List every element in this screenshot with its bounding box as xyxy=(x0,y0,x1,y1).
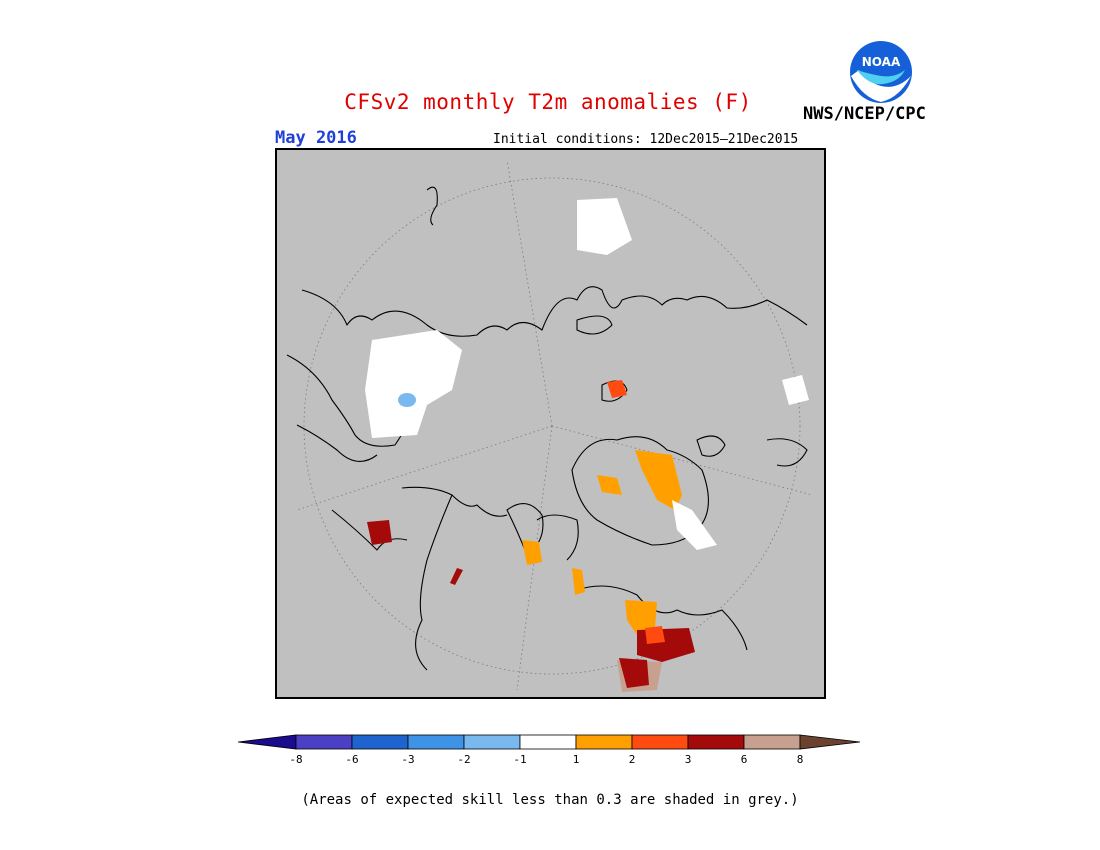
map-title: CFSv2 monthly T2m anomalies (F) xyxy=(344,90,752,114)
colorbar-tick: 8 xyxy=(796,753,804,766)
noaa-logo: NOAA xyxy=(850,41,912,103)
anomaly-canada-orange xyxy=(522,540,657,635)
initial-conditions: Initial conditions: 12Dec2015–21Dec2015 xyxy=(493,132,799,147)
colorbar-tick: -6 xyxy=(345,753,359,766)
colorbar-tick: -3 xyxy=(401,753,415,766)
polar-map xyxy=(275,148,826,699)
skill-footnote: (Areas of expected skill less than 0.3 a… xyxy=(301,792,799,808)
colorbar-tick: -8 xyxy=(289,753,303,766)
valid-month: May 2016 xyxy=(275,128,357,148)
anomaly-blue-patch xyxy=(398,393,416,407)
colorbar-tick: -2 xyxy=(457,753,471,766)
coastlines xyxy=(286,186,808,671)
anomaly-greenland xyxy=(597,450,717,550)
anomaly-white-russia xyxy=(365,198,809,438)
graticule xyxy=(296,159,813,691)
colorbar-tick: 1 xyxy=(572,753,580,766)
agency-label: NWS/NCEP/CPC xyxy=(803,104,926,124)
colorbar xyxy=(238,734,861,750)
colorbar-tick: -1 xyxy=(513,753,527,766)
colorbar-tick: 2 xyxy=(628,753,636,766)
anomaly-canada-red xyxy=(367,380,695,692)
colorbar-tick: 6 xyxy=(740,753,748,766)
map-canvas xyxy=(286,159,813,692)
logo-text: NOAA xyxy=(862,55,901,69)
colorbar-tick: 3 xyxy=(684,753,692,766)
